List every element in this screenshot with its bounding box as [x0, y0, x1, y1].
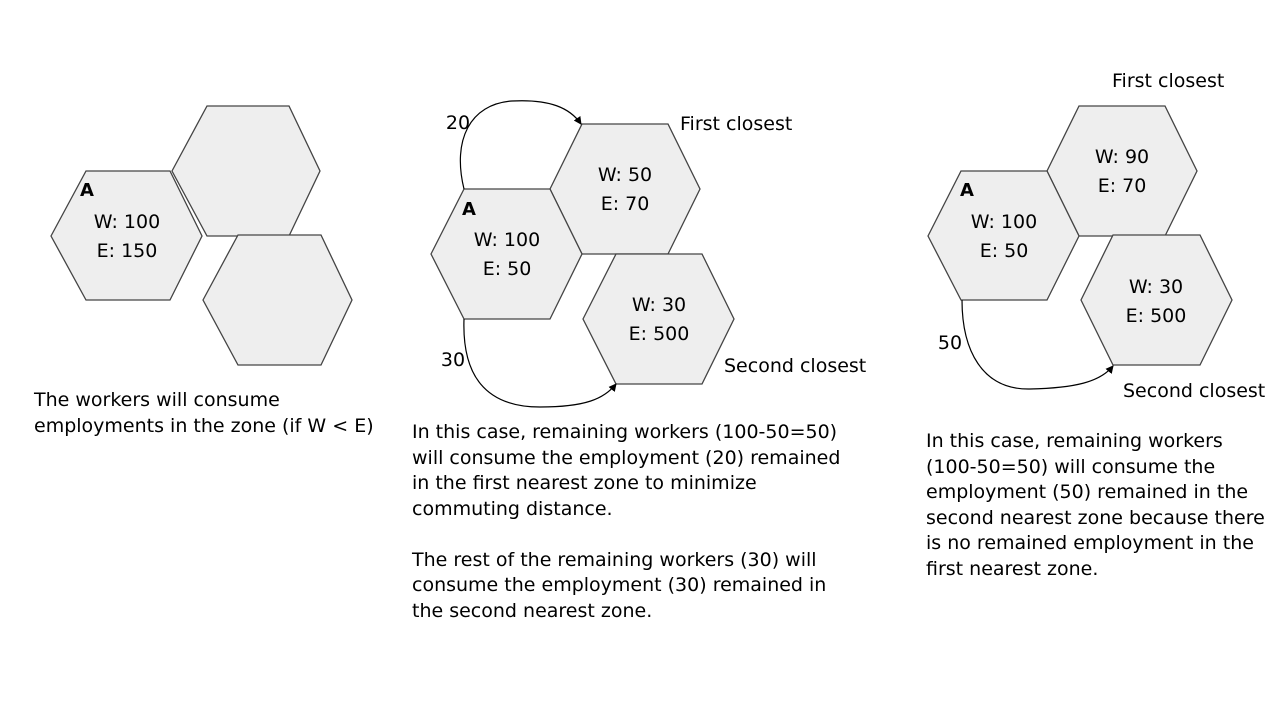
zone-a-employment: E: 50: [980, 240, 1029, 262]
caption-text: The workers will consume employments in …: [34, 389, 374, 437]
second-zone-employment: E: 500: [1126, 305, 1187, 327]
arrow-to-first: [459, 100, 582, 190]
zone-second-hex: [202, 234, 353, 366]
flow-second-value: 50: [938, 332, 962, 354]
flow-first-value: 20: [446, 112, 470, 134]
panel-2-caption: In this case, remaining workers (100-50=…: [412, 420, 852, 624]
panel-2: 20 30 First closest Second closest A W: …: [430, 100, 866, 408]
zone-a-employment: E: 150: [97, 240, 158, 262]
first-closest-label: First closest: [1112, 70, 1224, 92]
arrow-to-second: [463, 318, 617, 408]
zone-a-hex: [927, 170, 1080, 301]
panel-1-caption: The workers will consume employments in …: [34, 388, 399, 439]
first-closest-label: First closest: [680, 113, 792, 135]
second-zone-workers: W: 30: [1129, 276, 1183, 298]
second-closest-label: Second closest: [1123, 380, 1265, 402]
second-zone-employment: E: 500: [629, 323, 690, 345]
panel-3-caption: In this case, remaining workers (100-50=…: [926, 429, 1276, 582]
zone-a-employment: E: 50: [483, 258, 532, 280]
caption-paragraph-2: The rest of the remaining workers (30) w…: [412, 548, 827, 622]
zone-a-letter: A: [960, 180, 974, 201]
zone-a-hex: [430, 188, 583, 320]
second-zone-workers: W: 30: [632, 294, 686, 316]
second-closest-label: Second closest: [724, 355, 866, 377]
first-zone-employment: E: 70: [1098, 175, 1147, 197]
caption-paragraph-1: In this case, remaining workers (100-50=…: [412, 421, 841, 520]
zone-a-letter: A: [462, 199, 476, 220]
first-zone-workers: W: 90: [1095, 146, 1149, 168]
panel-1: A W: 100 E: 150: [50, 105, 353, 366]
zone-a-letter: A: [80, 180, 94, 201]
arrow-to-second: [961, 299, 1114, 390]
zone-a-workers: W: 100: [971, 211, 1037, 233]
zone-first-hex: [171, 105, 321, 237]
first-zone-employment: E: 70: [601, 193, 650, 215]
zone-second-hex: [582, 253, 735, 385]
zone-a-workers: W: 100: [94, 211, 160, 233]
zone-a-workers: W: 100: [474, 229, 540, 251]
zone-a-hex: [50, 170, 203, 301]
flow-second-value: 30: [441, 349, 465, 371]
zone-second-hex: [1080, 234, 1233, 366]
panel-3: 50 First closest Second closest A W: 100…: [927, 70, 1265, 402]
caption-text: In this case, remaining workers (100-50=…: [926, 430, 1265, 580]
first-zone-workers: W: 50: [598, 164, 652, 186]
